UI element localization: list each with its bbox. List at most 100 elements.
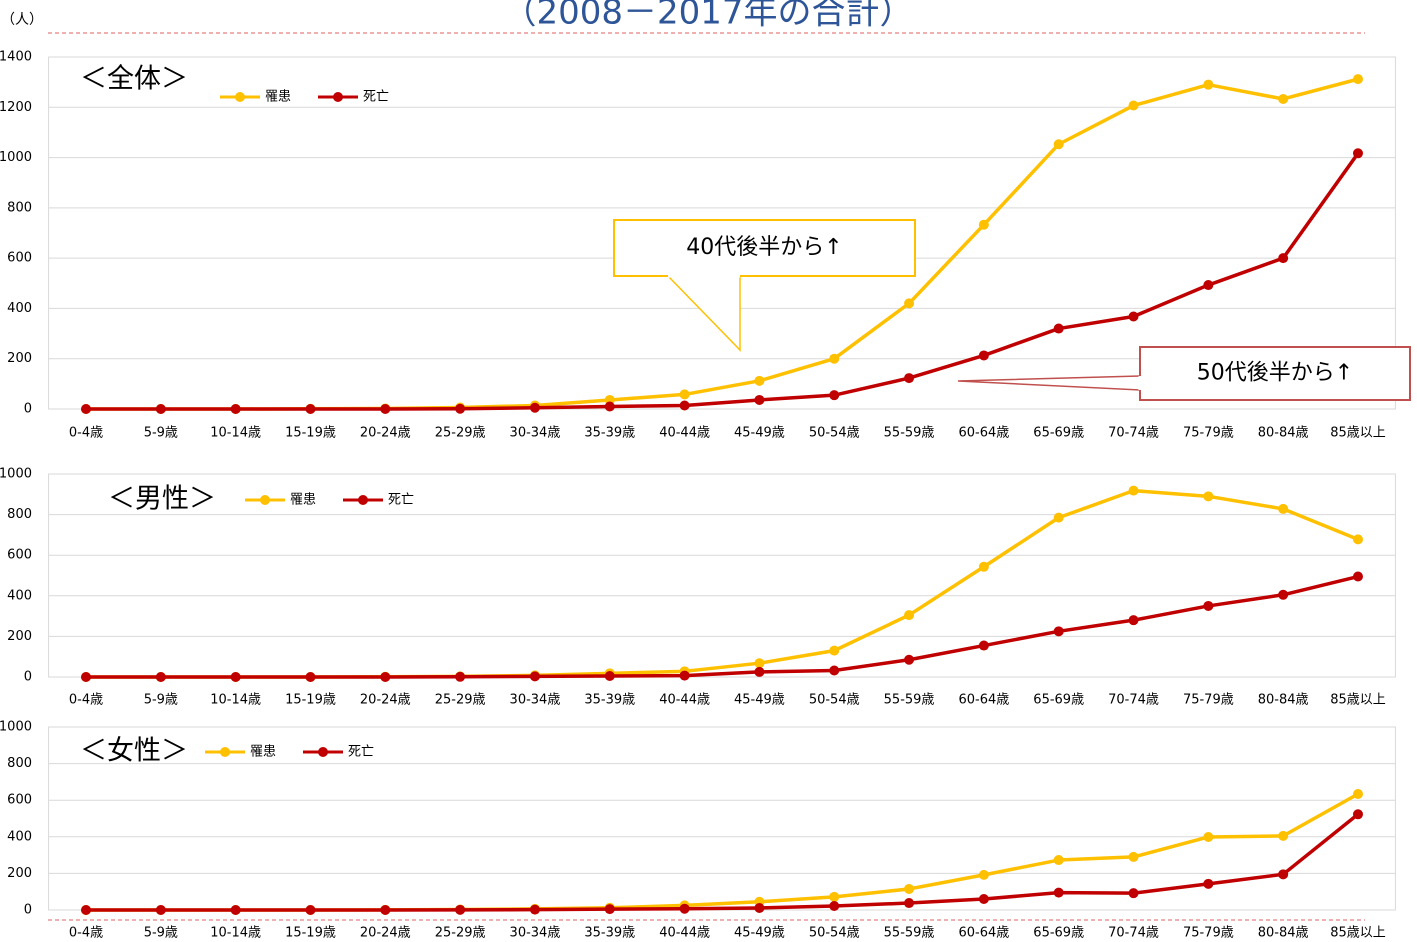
x-tick-label: 55-59歳 [884,426,935,441]
legend-label: 死亡 [348,745,374,760]
x-tick-label: 10-14歳 [210,693,261,708]
data-point [1352,148,1363,159]
x-tick-label: 70-74歳 [1108,926,1159,941]
x-tick-label: 5-9歳 [144,926,178,941]
x-tick-label: 50-54歳 [809,426,860,441]
x-tick-label: 0-4歳 [69,693,103,708]
data-point [754,666,765,677]
legend-marker [333,92,343,102]
data-point [829,891,840,902]
data-point [829,390,840,401]
legend-label: 罹患 [290,493,316,508]
x-tick-label: 55-59歳 [884,926,935,941]
x-tick-label: 35-39歳 [584,693,635,708]
data-point [1203,600,1214,611]
y-tick-label: 600 [7,251,32,266]
x-tick-label: 40-44歳 [659,926,710,941]
x-tick-label: 85歳以上 [1330,926,1386,941]
data-point [1203,831,1214,842]
x-tick-label: 40-44歳 [659,426,710,441]
data-point [529,671,540,682]
y-tick-label: 1200 [0,100,32,115]
data-point [230,905,241,915]
y-tick-label: 200 [7,629,32,644]
legend-marker [318,747,328,757]
x-tick-label: 65-69歳 [1033,426,1084,441]
legend-marker [358,495,368,505]
x-tick-label: 30-34歳 [510,926,561,941]
annotation: 50代後半から↑ [1197,361,1353,386]
data-point [529,904,540,915]
x-tick-label: 45-49歳 [734,426,785,441]
data-point [1352,788,1363,799]
x-tick-label: 50-54歳 [809,926,860,941]
x-tick-label: 60-64歳 [958,426,1009,441]
plot-area [48,473,1396,678]
legend-label: 死亡 [363,90,389,105]
data-point [155,404,166,414]
callout-pointer [957,375,1141,391]
y-tick-label: 800 [7,507,32,522]
x-tick-label: 75-79歳 [1183,926,1234,941]
y-tick-label: 1000 [0,150,32,165]
x-tick-label: 30-34歳 [510,693,561,708]
y-tick-label: 0 [24,903,32,918]
data-point [604,401,615,412]
legend-marker [220,747,230,757]
x-tick-label: 20-24歳 [360,426,411,441]
callout-box [613,219,916,277]
x-tick-label: 25-29歳 [435,926,486,941]
x-tick-label: 0-4歳 [69,926,103,941]
data-point [1128,615,1139,626]
data-point [754,375,765,386]
data-point [978,894,989,905]
x-tick-label: 60-64歳 [958,693,1009,708]
y-tick-label: 400 [7,829,32,844]
unit-label: （人） [1,12,43,28]
x-tick-label: 15-19歳 [285,926,336,941]
data-point [904,883,915,894]
x-tick-label: 75-79歳 [1183,693,1234,708]
x-tick-label: 20-24歳 [360,693,411,708]
chart-title: ＜男性＞ [108,484,216,515]
data-point [1278,503,1289,514]
x-tick-label: 0-4歳 [69,426,103,441]
y-tick-label: 600 [7,793,32,808]
data-point [829,665,840,676]
data-point [679,389,690,400]
data-point [679,903,690,914]
data-point [305,905,316,915]
data-point [1053,323,1064,334]
data-point [1278,830,1289,841]
x-tick-label: 80-84歳 [1258,693,1309,708]
data-point [679,400,690,411]
y-tick-label: 0 [24,402,32,417]
x-tick-label: 45-49歳 [734,926,785,941]
data-point [1352,809,1363,820]
x-tick-label: 20-24歳 [360,926,411,941]
x-tick-label: 60-64歳 [958,926,1009,941]
y-tick-label: 1000 [0,467,32,482]
legend-marker [260,495,270,505]
x-tick-label: 35-39歳 [584,426,635,441]
data-point [155,905,166,915]
data-point [380,672,391,682]
data-point [1128,485,1139,496]
callout-box [1139,346,1411,401]
data-point [904,373,915,384]
x-tick-label: 5-9歳 [144,426,178,441]
data-point [978,869,989,880]
data-point [305,672,316,682]
data-point [978,350,989,361]
data-point [829,353,840,364]
data-point [1128,888,1139,899]
legend-marker [235,92,245,102]
y-tick-label: 200 [7,866,32,881]
data-point [978,561,989,572]
x-tick-label: 75-79歳 [1183,426,1234,441]
x-tick-label: 50-54歳 [809,693,860,708]
data-point [380,905,391,915]
y-tick-label: 1400 [0,50,32,65]
data-point [904,610,915,621]
